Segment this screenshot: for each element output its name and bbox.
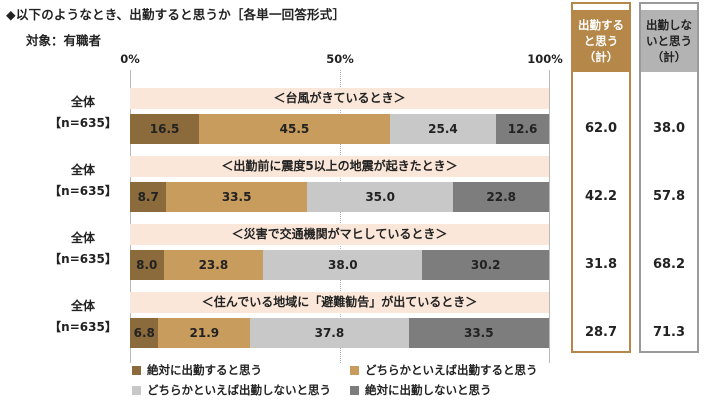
legend-swatch-2 [132, 385, 141, 395]
nogo-total-header: 出勤しな いと思う （計） [641, 10, 697, 72]
axis-line-100 [549, 70, 550, 363]
nogo-total-value-2: 68.2 [652, 257, 686, 272]
bar-segment-1-0: 8.7 [130, 182, 167, 212]
bar-segment-1-3: 22.8 [453, 182, 549, 212]
row-label-n-3: 【n=635】 [49, 320, 117, 334]
axis-tick-100: 100% [527, 52, 563, 66]
category-caption-0: ＜台風がきているとき＞ [130, 88, 549, 109]
nogo-header-line-2: いと思う [646, 34, 692, 48]
bar-segment-3-0: 6.8 [130, 318, 159, 348]
bar-segment-0-0: 16.5 [130, 114, 200, 144]
bar-segment-0-3: 12.6 [496, 114, 549, 144]
bar-segment-3-3: 33.5 [408, 318, 549, 348]
go-total-value-3: 28.7 [584, 325, 618, 340]
axis-tick-50: 50% [326, 52, 354, 66]
nogo-total-value-0: 38.0 [652, 121, 686, 136]
nogo-total-column [639, 2, 699, 353]
axis-tick-0: 0% [120, 52, 140, 66]
go-total-column [571, 2, 631, 353]
bar-segment-3-1: 21.9 [158, 318, 251, 348]
go-header-line-1: 出勤する [578, 18, 624, 32]
row-label-3: 全体【n=635】 [44, 296, 122, 338]
gridline-50 [340, 70, 341, 363]
bar-segment-2-3: 30.2 [422, 250, 549, 280]
row-label-total-1: 全体 [70, 163, 95, 177]
legend-swatch-3 [350, 385, 359, 395]
legend-label-3: 絶対に出勤しないと思う [365, 383, 492, 397]
category-caption-1: ＜出勤前に震度5以上の地震が起きたとき＞ [130, 156, 549, 177]
bar-segment-2-1: 23.8 [163, 250, 264, 280]
bar-segment-2-0: 8.0 [130, 250, 164, 280]
row-label-n-2: 【n=635】 [49, 252, 117, 266]
go-header-line-3: （計） [583, 50, 619, 64]
nogo-total-value-3: 71.3 [652, 325, 686, 340]
row-label-0: 全体【n=635】 [44, 92, 122, 134]
go-total-header: 出勤する と思う （計） [573, 10, 629, 72]
axis-line-0 [130, 70, 131, 363]
legend-item-0: 絶対に出勤すると思う [132, 362, 262, 378]
stacked-bar-3: 6.8 21.9 37.8 33.5 [130, 318, 549, 348]
legend-item-3: 絶対に出勤しないと思う [350, 382, 492, 398]
row-label-2: 全体【n=635】 [44, 228, 122, 270]
bar-segment-1-1: 33.5 [166, 182, 307, 212]
bar-segment-0-2: 25.4 [389, 114, 497, 144]
legend-item-1: どちらかといえば出勤すると思う [350, 362, 538, 378]
go-total-value-1: 42.2 [584, 189, 618, 204]
chart-title: ◆以下のようなとき、出勤すると思うか［各単一回答形式］ [6, 7, 346, 22]
go-header-line-2: と思う [583, 34, 619, 48]
legend-swatch-0 [132, 365, 141, 375]
row-label-total-3: 全体 [70, 299, 95, 313]
legend-item-2: どちらかといえば出勤しないと思う [132, 382, 331, 398]
nogo-header-line-1: 出勤しな [646, 18, 692, 32]
chart-subtitle: 対象：有職者 [26, 33, 102, 48]
legend-swatch-1 [350, 365, 359, 375]
bar-segment-1-2: 35.0 [306, 182, 454, 212]
row-label-n-0: 【n=635】 [49, 116, 117, 130]
category-caption-2: ＜災害で交通機関がマヒしているとき＞ [130, 224, 549, 245]
go-total-value-2: 31.8 [584, 257, 618, 272]
stacked-bar-1: 8.7 33.5 35.0 22.8 [130, 182, 549, 212]
bar-segment-3-2: 37.8 [250, 318, 409, 348]
row-label-total-0: 全体 [70, 95, 95, 109]
stacked-bar-2: 8.0 23.8 38.0 30.2 [130, 250, 549, 280]
go-total-value-0: 62.0 [584, 121, 618, 136]
legend-label-0: 絶対に出勤すると思う [147, 363, 262, 377]
nogo-total-value-1: 57.8 [652, 189, 686, 204]
row-label-1: 全体【n=635】 [44, 160, 122, 202]
row-label-n-1: 【n=635】 [49, 184, 117, 198]
bar-segment-2-2: 38.0 [263, 250, 423, 280]
row-label-total-2: 全体 [70, 231, 95, 245]
category-caption-3: ＜住んでいる地域に「避難勧告」が出ているとき＞ [130, 292, 549, 313]
bar-segment-0-1: 45.5 [199, 114, 390, 144]
legend-label-2: どちらかといえば出勤しないと思う [147, 383, 331, 397]
legend-label-1: どちらかといえば出勤すると思う [365, 363, 538, 377]
nogo-header-line-3: （計） [651, 50, 687, 64]
stacked-bar-0: 16.5 45.5 25.4 12.6 [130, 114, 549, 144]
